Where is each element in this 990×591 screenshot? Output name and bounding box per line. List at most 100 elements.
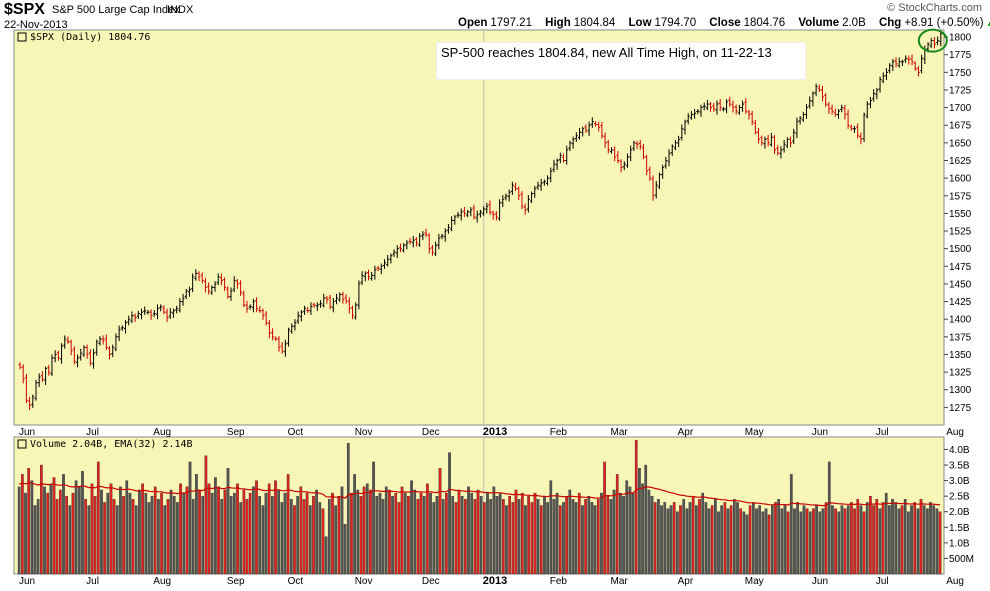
volume-bar bbox=[289, 499, 293, 575]
volume-bar bbox=[454, 502, 458, 575]
volume-bar bbox=[767, 514, 771, 575]
volume-bar bbox=[574, 502, 578, 575]
volume-bar bbox=[172, 496, 176, 575]
volume-bar bbox=[704, 502, 708, 575]
volume-bar bbox=[144, 492, 148, 575]
volume-bar bbox=[903, 499, 907, 575]
volume-bar bbox=[36, 499, 40, 575]
volume-bar bbox=[17, 486, 21, 575]
volume-bar bbox=[926, 508, 929, 575]
volume-bar bbox=[229, 496, 233, 575]
volume-bar bbox=[682, 499, 686, 575]
volume-bar bbox=[470, 492, 474, 575]
volume-bar bbox=[736, 502, 739, 575]
volume-bar bbox=[201, 496, 205, 575]
volume-bar bbox=[49, 483, 53, 575]
volume-bar bbox=[324, 536, 328, 575]
volume-bar bbox=[239, 502, 243, 575]
volume-bar bbox=[552, 499, 556, 575]
volume-bar bbox=[786, 511, 790, 575]
price-x-label: Dec bbox=[422, 427, 440, 438]
volume-bar bbox=[55, 499, 59, 575]
price-tick-label: 1725 bbox=[949, 85, 972, 96]
volume-bar bbox=[533, 492, 537, 575]
volume-bar bbox=[818, 511, 822, 575]
volume-bar bbox=[625, 480, 629, 575]
volume-bar bbox=[714, 499, 717, 575]
price-plot-area bbox=[13, 29, 945, 426]
volume-bar bbox=[524, 505, 527, 575]
volume-bar bbox=[628, 486, 632, 575]
volume-bar bbox=[888, 505, 891, 575]
volume-bar bbox=[751, 502, 755, 575]
volume-tick-label: 2.0B bbox=[949, 507, 970, 518]
header-index-name: S&P 500 Large Cap Index bbox=[52, 4, 180, 16]
volume-bar bbox=[520, 492, 524, 575]
volume-bar bbox=[653, 502, 657, 575]
price-x-label: Aug bbox=[153, 427, 171, 438]
volume-bar bbox=[783, 505, 787, 575]
volume-bar bbox=[403, 492, 407, 575]
volume-bar bbox=[831, 505, 834, 575]
volume-bar bbox=[701, 492, 705, 575]
volume-bar bbox=[150, 496, 154, 575]
volume-value: 2.0B bbox=[842, 17, 866, 29]
volume-bar bbox=[581, 505, 584, 575]
high-label: High bbox=[545, 17, 571, 29]
volume-bar bbox=[407, 496, 410, 575]
volume-bar bbox=[483, 502, 486, 575]
volume-x-label: Dec bbox=[422, 576, 440, 587]
volume-bar bbox=[419, 492, 423, 575]
volume-bar bbox=[185, 486, 189, 575]
volume-bar bbox=[169, 489, 173, 575]
volume-bar bbox=[723, 502, 727, 575]
volume-bar bbox=[517, 499, 521, 575]
price-legend-icon bbox=[17, 32, 27, 42]
volume-bar bbox=[299, 486, 303, 575]
volume-bar bbox=[748, 505, 752, 575]
volume-bar bbox=[657, 499, 660, 575]
volume-bar bbox=[875, 499, 879, 575]
volume-bar bbox=[539, 505, 543, 575]
volume-bar bbox=[318, 502, 322, 575]
volume-bar bbox=[119, 486, 122, 575]
volume-bar bbox=[43, 486, 46, 575]
chg-up-arrow-icon: ▲ bbox=[986, 18, 990, 29]
volume-bar bbox=[204, 455, 208, 575]
volume-bar bbox=[840, 505, 844, 575]
volume-bar bbox=[400, 486, 404, 575]
high-value: 1804.84 bbox=[573, 17, 616, 29]
volume-bar bbox=[907, 511, 910, 575]
volume-bar bbox=[277, 489, 281, 575]
volume-bar bbox=[565, 496, 568, 575]
volume-bar bbox=[353, 474, 356, 575]
price-tick-label: 1550 bbox=[949, 209, 972, 220]
volume-bar bbox=[603, 461, 606, 575]
volume-bar bbox=[691, 496, 695, 575]
volume-bar bbox=[935, 508, 939, 575]
volume-bar bbox=[448, 452, 451, 575]
volume-bar bbox=[163, 505, 167, 575]
volume-bar bbox=[321, 508, 325, 575]
volume-bar bbox=[938, 511, 942, 575]
volume-bar bbox=[441, 499, 445, 575]
close-label: Close bbox=[709, 17, 741, 29]
stockcharts-brand[interactable]: © StockCharts.com bbox=[887, 2, 982, 14]
volume-x-label: Oct bbox=[288, 576, 304, 587]
volume-bar bbox=[369, 489, 372, 575]
volume-bar bbox=[486, 492, 489, 575]
volume-bar bbox=[131, 499, 135, 575]
volume-bar bbox=[796, 502, 799, 575]
volume-bar bbox=[647, 489, 651, 575]
volume-bar bbox=[587, 496, 591, 575]
volume-bar bbox=[695, 505, 698, 575]
price-x-label: Sep bbox=[227, 427, 245, 438]
volume-bar bbox=[362, 486, 366, 575]
volume-bar bbox=[157, 499, 160, 575]
ath-highlight-circle bbox=[917, 28, 948, 53]
price-tick-label: 1525 bbox=[949, 227, 972, 238]
volume-bar bbox=[606, 496, 610, 575]
price-x-label: May bbox=[745, 427, 764, 438]
volume-bar bbox=[365, 483, 369, 575]
price-x-label: Apr bbox=[678, 427, 694, 438]
